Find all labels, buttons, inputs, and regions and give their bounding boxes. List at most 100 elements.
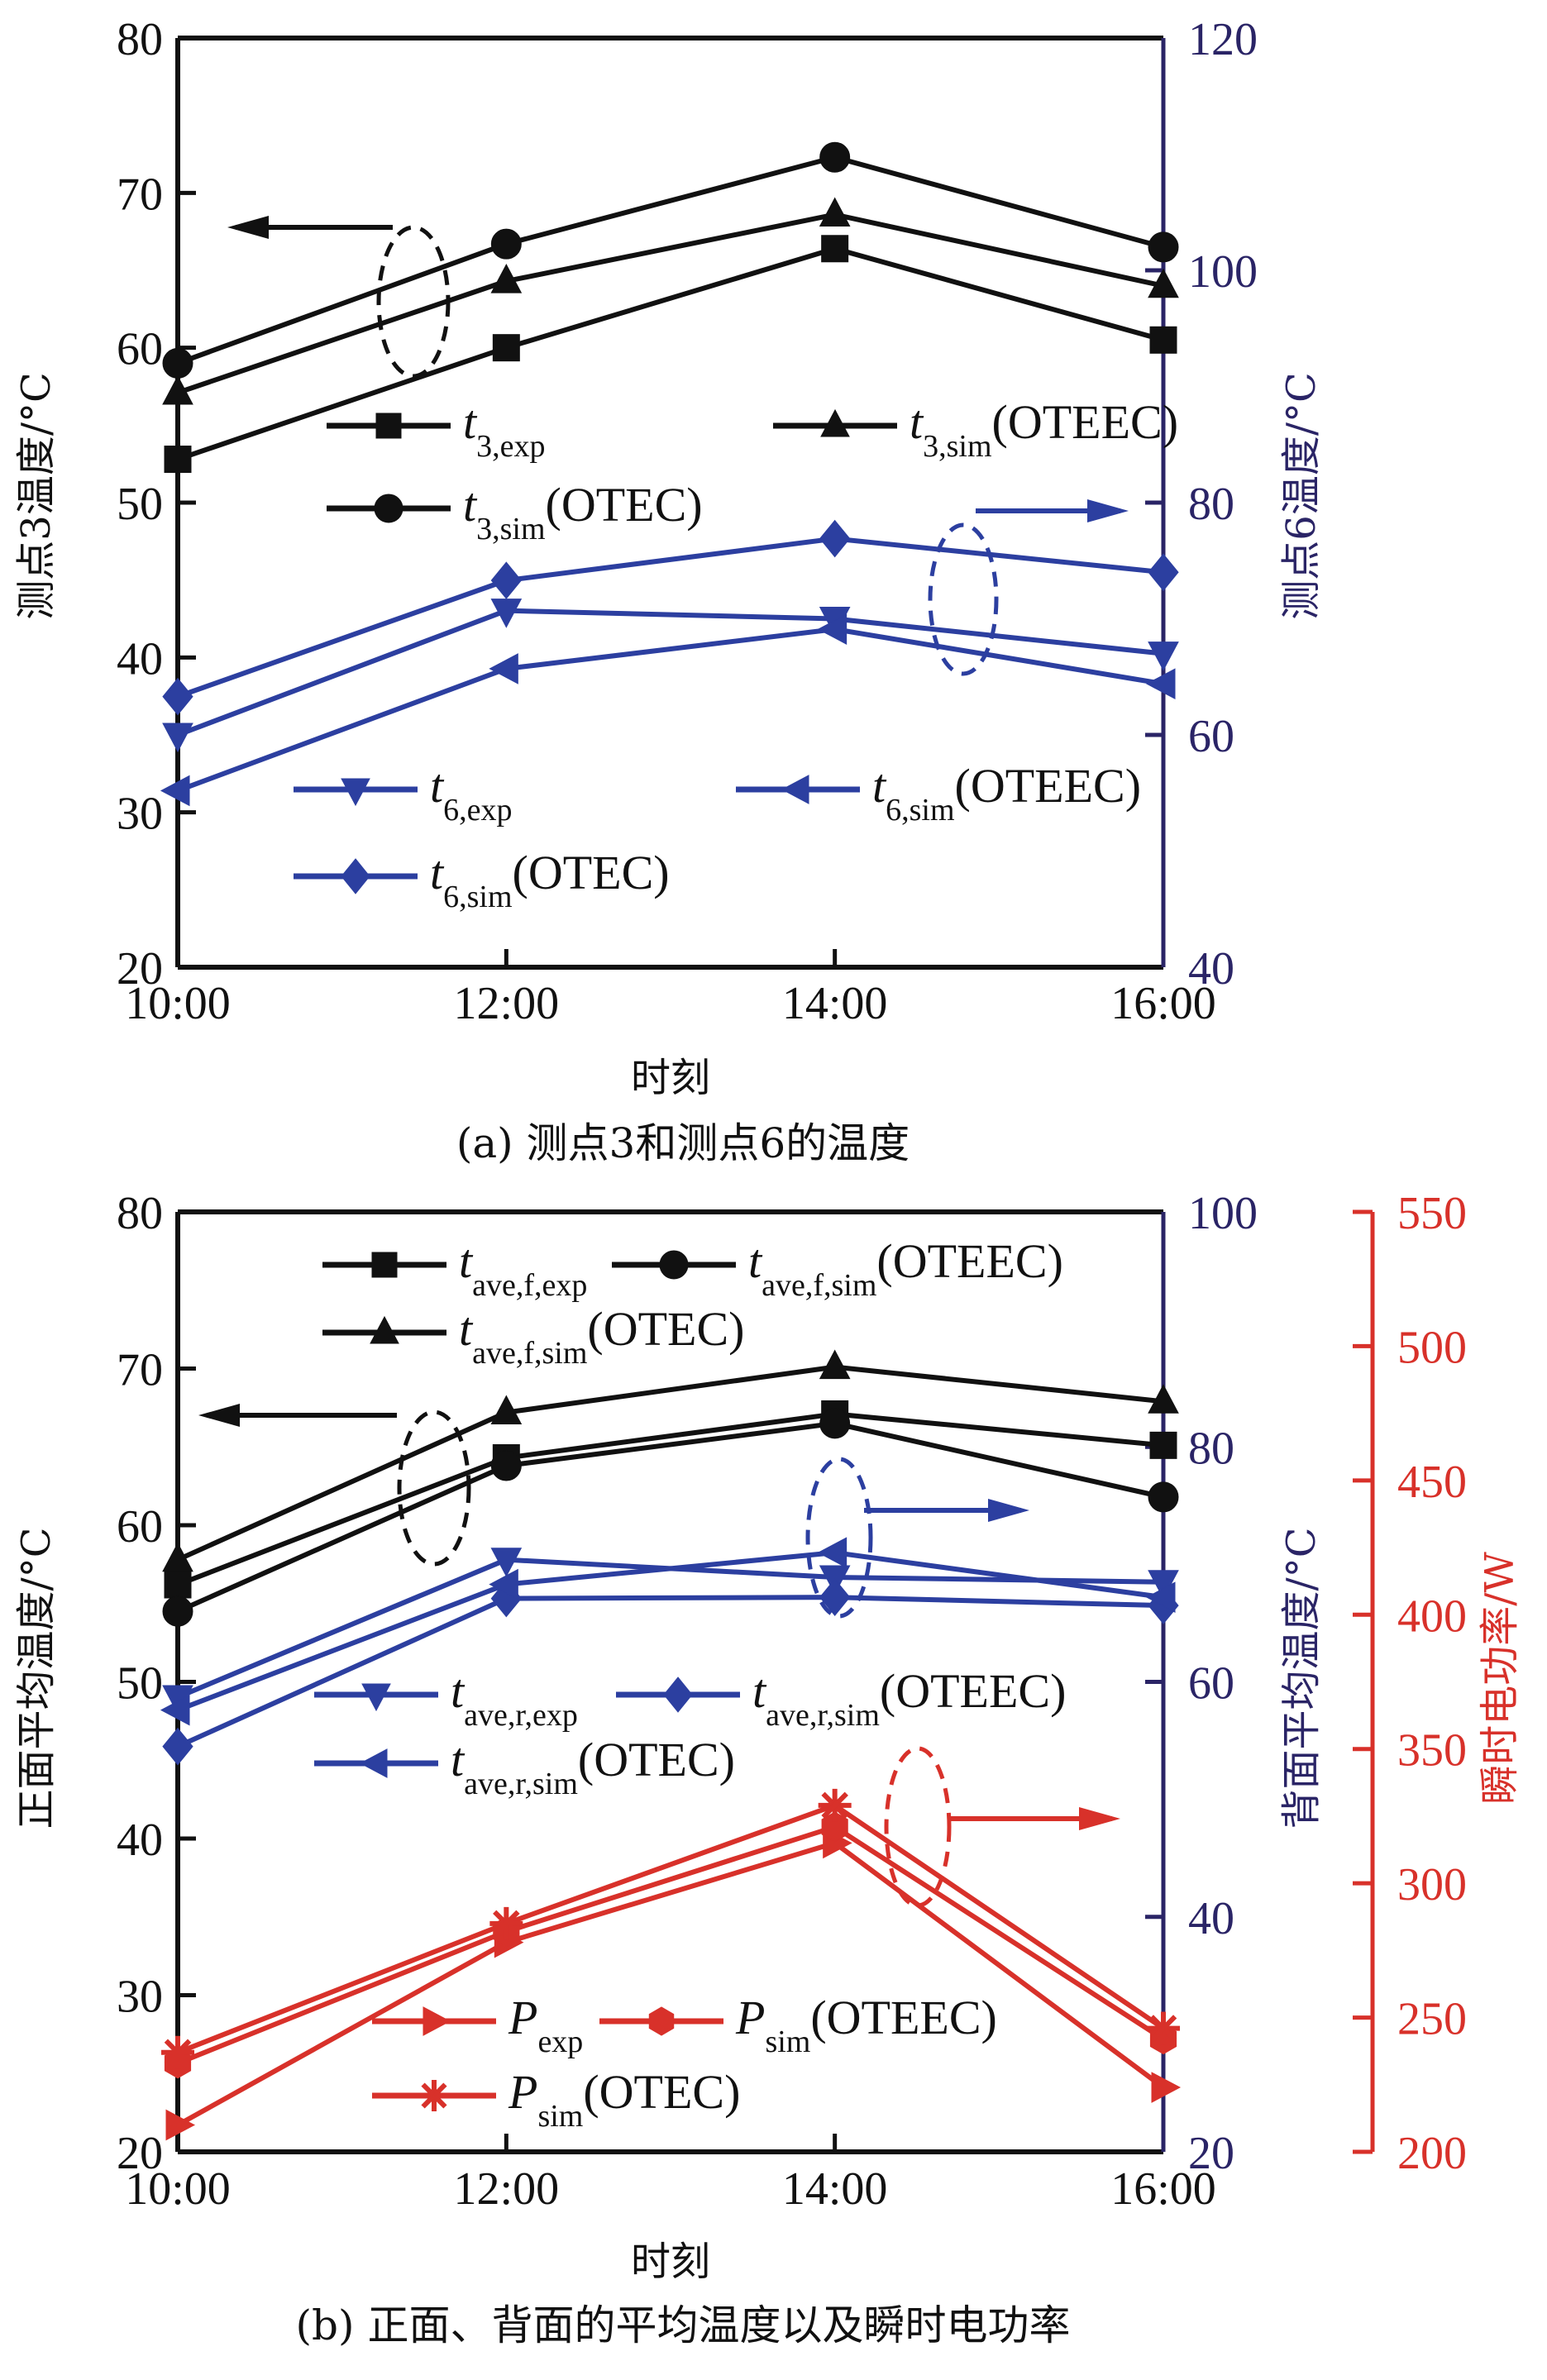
marker-triangle-up: [370, 1315, 399, 1344]
series-line: [177, 212, 1164, 395]
marker-circle: [374, 494, 403, 523]
legend-symbol: t: [459, 1234, 474, 1288]
legend-symbol: t: [451, 1664, 466, 1718]
annotation-ellipse: [884, 1746, 952, 1908]
right-y-tick-label: 40: [1188, 943, 1234, 994]
marker-triangle-left: [1145, 668, 1176, 700]
legend-suffix: (OTEC): [587, 1302, 744, 1356]
marker-diamond: [341, 858, 370, 894]
marker-triangle-up: [1148, 1384, 1179, 1414]
legend-item: Psim(OTEC): [372, 2065, 740, 2134]
series-line: [176, 1595, 1164, 1749]
left-y-tick-label: 70: [117, 169, 163, 220]
marker-star: [489, 1906, 523, 1940]
legend-subscript: ave,f,sim: [762, 1268, 876, 1303]
x-tick-label: 12:00: [454, 978, 560, 1029]
series-t3-sim-otec-: [162, 141, 1179, 379]
legend-suffix: (OTEC): [513, 846, 670, 899]
annotation-arrow-head: [198, 1404, 240, 1427]
legend-subscript: ave,r,sim: [464, 1767, 578, 1801]
legend-symbol: t: [910, 395, 924, 449]
legend-subscript: 3,sim: [476, 512, 545, 546]
legend-subscript: exp: [537, 2025, 583, 2059]
annotation-arrow-head: [227, 216, 269, 239]
marker-star: [161, 2035, 194, 2069]
marker-square: [371, 1252, 398, 1278]
series-tave-f-sim-otec-: [162, 1349, 1179, 1572]
legend-label: Pexp: [508, 1991, 583, 2059]
legend-item: t6,sim(OTEEC): [736, 759, 1141, 828]
marker-star-stroke: [164, 2039, 192, 2067]
legend-item: tave,r,sim(OTEEC): [616, 1664, 1066, 1733]
marker-triangle-left: [160, 1694, 190, 1726]
left-y-tick-label: 30: [117, 1972, 163, 2023]
legend-symbol: t: [872, 759, 887, 813]
series-line: [176, 1420, 1164, 1614]
legend-label: tave,r,exp: [451, 1664, 578, 1733]
marker-triangle-up: [490, 1395, 523, 1425]
legend-item: t3,sim(OTEC): [327, 478, 703, 546]
legend-item: t3,exp: [327, 395, 546, 464]
legend-label: t6,sim(OTEEC): [872, 759, 1141, 828]
marker-circle: [162, 1595, 193, 1627]
marker-circle: [819, 141, 851, 173]
series-line: [176, 1411, 1164, 1587]
marker-square: [821, 235, 849, 263]
right-y-axis-title: 测点6温度/°C: [1278, 372, 1325, 619]
power-y-tick-label: 400: [1397, 1591, 1467, 1642]
series-line: [177, 246, 1164, 462]
marker-star-stroke: [421, 2082, 447, 2109]
marker-triangle-down: [162, 723, 193, 753]
legend-subscript: 3,sim: [923, 429, 991, 464]
x-axis-title: 时刻: [631, 2239, 710, 2285]
series-line: [176, 1824, 1165, 2066]
marker-star: [418, 2080, 450, 2111]
legend-item: t6,exp: [294, 759, 513, 828]
marker-circle: [490, 228, 522, 260]
left-y-tick-label: 60: [117, 1501, 163, 1552]
marker-triangle-down: [361, 1683, 391, 1712]
left-y-tick-label: 60: [117, 324, 163, 375]
left-y-tick-label: 80: [117, 14, 163, 65]
series-t6-exp: [162, 599, 1179, 753]
right-y-tick-label: 60: [1188, 711, 1234, 762]
legend-item: tave,f,sim(OTEEC): [612, 1234, 1063, 1303]
marker-circle: [1148, 231, 1179, 263]
x-tick-label: 16:00: [1110, 2163, 1216, 2215]
right-y-tick-label: 80: [1188, 1423, 1234, 1474]
marker-diamond: [162, 677, 193, 716]
x-tick-label: 14:00: [782, 978, 888, 1029]
legend-suffix: (OTEEC): [955, 759, 1142, 813]
right-y-tick-label: 60: [1188, 1658, 1234, 1710]
power-y-tick-label: 550: [1397, 1188, 1467, 1239]
marker-star: [818, 1788, 852, 1822]
marker-diamond: [162, 1727, 193, 1766]
legend-subscript: 6,sim: [443, 880, 512, 914]
marker-circle: [659, 1250, 689, 1280]
annotation-ellipse: [376, 225, 451, 379]
right-y-tick-label: 100: [1188, 1188, 1258, 1239]
marker-hexagon: [648, 2006, 675, 2036]
left-y-tick-label: 80: [117, 1188, 163, 1239]
marker-square: [1149, 326, 1177, 354]
legend-suffix: (OTEEC): [810, 1991, 997, 2044]
legend-label: t6,exp: [430, 759, 513, 828]
marker-triangle-left: [489, 1568, 518, 1600]
left-y-tick-label: 50: [117, 1658, 163, 1710]
left-y-tick-label: 40: [117, 633, 163, 684]
marker-triangle-up: [819, 1349, 851, 1380]
marker-square: [164, 1571, 192, 1599]
x-tick-label: 16:00: [1110, 978, 1216, 1029]
x-tick-label: 12:00: [454, 2163, 560, 2215]
legend-subscript: 3,exp: [476, 429, 545, 464]
marker-triangle-down: [341, 778, 370, 807]
legend-item: tave,r,sim(OTEC): [314, 1733, 735, 1801]
legend-item: tave,r,exp: [314, 1664, 578, 1733]
left-y-tick-label: 70: [117, 1345, 163, 1396]
series-t6-sim-otec-: [162, 519, 1179, 716]
marker-triangle-down: [490, 1548, 523, 1577]
marker-triangle-up: [162, 374, 193, 405]
power-y-tick-label: 200: [1397, 2128, 1467, 2179]
legend-label: t6,sim(OTEC): [430, 846, 670, 914]
